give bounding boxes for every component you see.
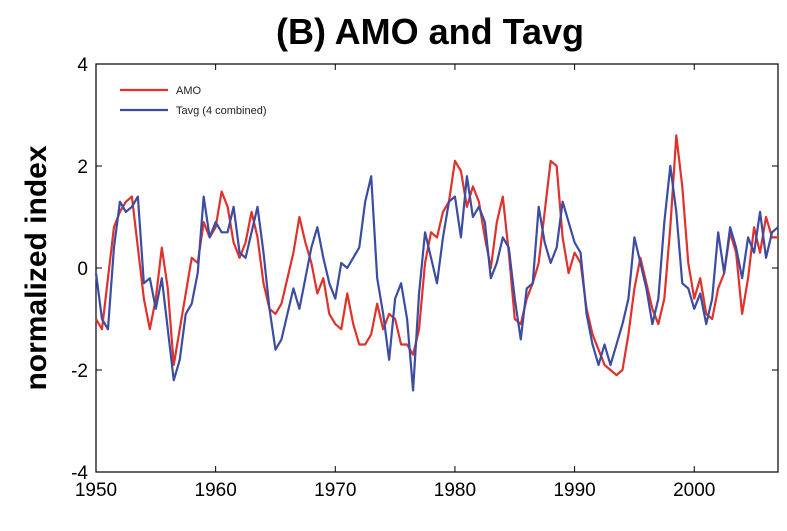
x-tick-label: 1950 <box>75 480 117 501</box>
y-tick-label: 2 <box>77 157 88 178</box>
x-tick-label: 1960 <box>195 480 237 501</box>
x-tick-label: 1970 <box>314 480 356 501</box>
y-tick-label: 4 <box>77 55 88 76</box>
axis-ticks: 1950 1960 1970 1980 1990 2000 -4 -2 0 2 4 <box>71 55 778 501</box>
series-line-tavg <box>94 164 779 392</box>
y-axis-label: normalized index <box>20 145 53 390</box>
legend: AMO Tavg (4 combined) <box>120 85 267 117</box>
plot-area-frame <box>95 63 779 473</box>
series-layer <box>94 134 779 392</box>
chart-title: (B) AMO and Tavg <box>276 11 584 52</box>
y-tick-label: 0 <box>77 259 88 280</box>
x-tick-label: 1990 <box>553 480 595 501</box>
x-tick-label: 2000 <box>673 480 715 501</box>
legend-label-amo: AMO <box>176 85 202 97</box>
legend-label-tavg: Tavg (4 combined) <box>176 105 267 117</box>
y-tick-label: -2 <box>71 361 88 382</box>
y-tick-label: -4 <box>71 463 88 484</box>
x-tick-label: 1980 <box>434 480 476 501</box>
